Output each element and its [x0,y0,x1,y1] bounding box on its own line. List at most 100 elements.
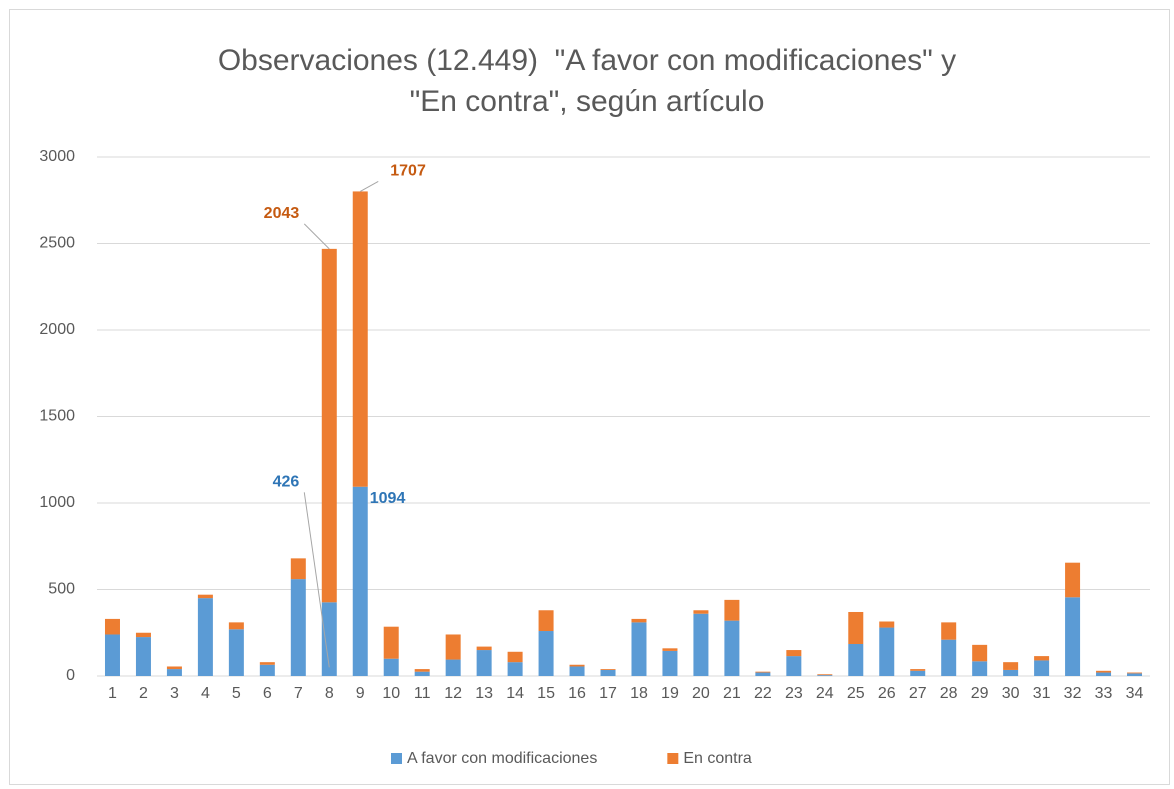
bar-segment [1034,656,1050,661]
bar-segment [879,621,895,628]
x-tick-label: 4 [201,685,210,702]
y-tick-label: 1500 [39,408,75,425]
bar-segment [383,626,399,659]
bar-segment [228,629,244,676]
bar-segment [879,627,895,676]
x-tick-label: 31 [1033,685,1051,702]
x-tick-label: 5 [232,685,241,702]
bar-segment [569,664,585,667]
x-tick-label: 23 [785,685,803,702]
data-label: 2043 [264,205,300,222]
bar-segment [135,637,151,676]
x-tick-label: 15 [537,685,555,702]
x-tick-label: 11 [414,685,431,702]
x-tick-label: 26 [878,685,896,702]
bar-segment [414,671,430,676]
bar-segment [569,666,585,676]
bar-segment [631,618,647,623]
bar-segment [910,670,926,676]
bar-segment [104,634,120,676]
bar-segment [1065,597,1081,676]
x-tick-label: 7 [294,685,303,702]
x-tick-label: 33 [1095,685,1113,702]
legend-label: En contra [683,750,752,767]
x-tick-label: 18 [630,685,648,702]
bar-segment [228,622,244,630]
x-tick-label: 14 [506,685,524,702]
bar-segment [476,646,492,651]
bar-segment [755,671,771,673]
bar-segment [290,558,306,580]
bar-segment [1127,672,1143,674]
x-tick-label: 32 [1064,685,1082,702]
bar-segment [817,675,833,676]
x-tick-label: 29 [971,685,989,702]
bar-segment [1127,673,1143,676]
bar-segment [631,622,647,676]
y-tick-label: 500 [48,581,75,598]
bar-segment [414,669,430,672]
bar-segment [507,651,523,663]
bar-segment [1096,672,1112,676]
x-tick-label: 3 [170,685,179,702]
x-tick-label: 28 [940,685,958,702]
bar-segment [724,620,740,676]
x-tick-label: 20 [692,685,710,702]
bar-segment [1034,660,1050,676]
bar-segment [538,610,554,632]
legend-swatch [391,753,402,764]
leader-line [303,223,330,250]
x-tick-label: 1 [108,685,117,702]
bar-segment [197,594,213,599]
bar-segment [1096,670,1112,673]
x-tick-label: 17 [599,685,617,702]
data-label: 1094 [370,490,406,507]
x-tick-label: 25 [847,685,865,702]
bar-segment [693,613,709,676]
x-tick-label: 16 [568,685,586,702]
bar-segment [197,598,213,676]
bar-segment [1003,669,1019,676]
x-tick-label: 19 [661,685,679,702]
leader-line [303,492,330,668]
bar-segment [786,656,802,676]
x-tick-label: 2 [139,685,148,702]
bar-segment [724,599,740,621]
bar-segment [321,248,337,603]
x-tick-label: 8 [325,685,334,702]
y-tick-label: 0 [66,667,75,684]
bar-segment [321,602,337,676]
y-tick-label: 2000 [39,321,75,338]
bar-segment [600,669,616,676]
bar-segment [910,669,926,671]
bar-segment [941,622,957,640]
bar-segment [693,610,709,614]
y-tick-label: 1000 [39,494,75,511]
bar-segment [941,639,957,676]
bar-segment [662,650,678,676]
leader-line [360,180,379,192]
bar-segment [972,644,988,662]
x-tick-label: 10 [382,685,400,702]
chart-title: Observaciones (12.449) "A favor con modi… [217,44,965,118]
x-tick-label: 6 [263,685,272,702]
bar-segment [166,669,182,676]
bar-segment [1065,562,1081,598]
bar-segment [507,662,523,676]
bar-segment [1003,662,1019,670]
bar-segment [600,669,616,670]
bar-segment [445,659,461,676]
x-tick-label: 13 [475,685,493,702]
x-tick-label: 30 [1002,685,1020,702]
bar-segment [755,672,771,676]
bar-segment [259,664,275,676]
x-tick-label: 27 [909,685,927,702]
bar-segment [383,658,399,676]
bar-segment [848,611,864,644]
bar-segment [538,631,554,676]
bar-segment [817,674,833,676]
x-tick-label: 22 [754,685,772,702]
bar-segment [104,618,120,635]
